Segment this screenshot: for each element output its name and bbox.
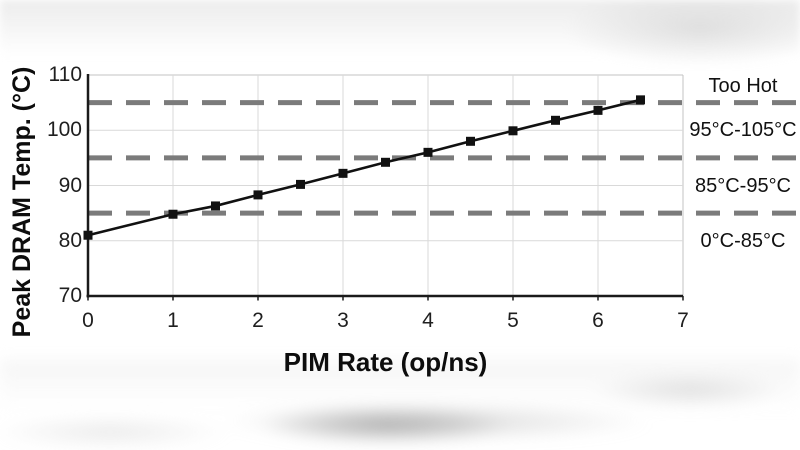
x-tick-label: 3 [337, 309, 349, 332]
series-marker [338, 168, 348, 178]
x-tick-label: 5 [507, 309, 519, 332]
series-marker [211, 201, 220, 211]
series-marker [253, 190, 263, 200]
series-marker [83, 230, 93, 240]
series-marker [381, 157, 390, 167]
x-tick-label: 7 [677, 309, 689, 332]
series-marker [296, 179, 305, 189]
series-marker [508, 126, 518, 136]
y-tick-label: 70 [58, 284, 82, 307]
zone-label: 95°C-105°C [689, 119, 797, 142]
x-tick-label: 0 [82, 309, 94, 332]
x-axis-title: PIM Rate (op/ns) [283, 347, 488, 377]
y-tick-label: 80 [58, 228, 82, 252]
x-tick-label: 4 [422, 309, 434, 332]
x-tick-label: 2 [252, 309, 264, 332]
series-marker [423, 147, 433, 157]
series-marker [636, 95, 645, 105]
x-tick-label: 1 [167, 309, 179, 332]
zone-label: 0°C-85°C [700, 229, 786, 252]
series-marker [168, 209, 178, 219]
series-marker [466, 136, 475, 146]
series-marker [551, 115, 560, 125]
series-marker [593, 105, 603, 115]
zone-label: Too Hot [708, 75, 778, 98]
y-tick-label: 100 [46, 118, 82, 142]
zone-label: 85°C-95°C [694, 174, 792, 197]
x-tick-label: 6 [592, 309, 604, 332]
y-tick-label: 90 [58, 173, 82, 197]
top-background-smudge [0, 0, 800, 64]
y-tick-label: 110 [48, 63, 82, 86]
bottom-background-smudge [0, 360, 800, 450]
